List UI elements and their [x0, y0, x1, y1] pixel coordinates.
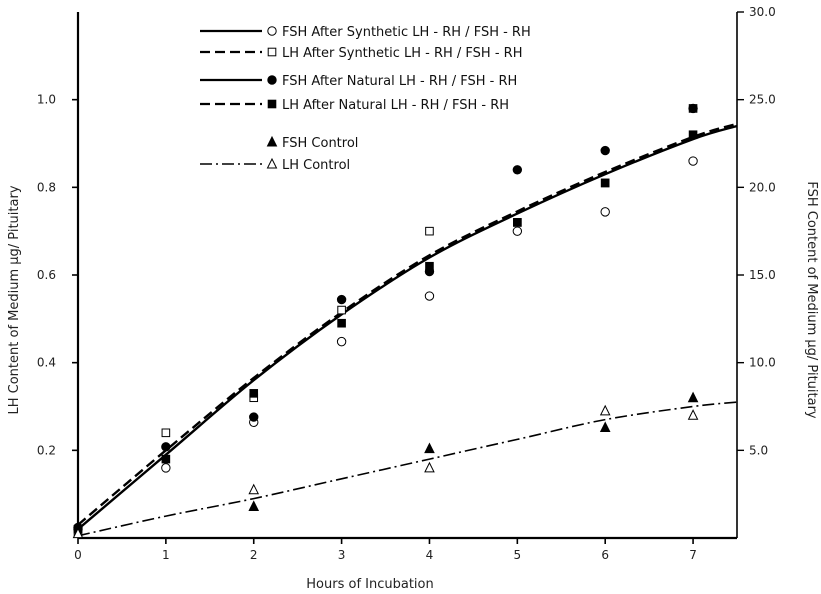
marker-circle-open — [600, 207, 610, 217]
marker-square-filled — [337, 318, 346, 328]
marker-square-filled — [161, 454, 171, 464]
marker-square-filled — [513, 218, 522, 227]
fit-curve-dashdot — [77, 401, 738, 537]
marker-square-filled — [600, 178, 610, 188]
y-right-tick-label: 5.0 — [749, 443, 768, 457]
y-left-tick-label: 0.4 — [37, 356, 56, 370]
marker-triangle-open — [599, 404, 611, 416]
x-axis-title: Hours of Incubation — [306, 577, 433, 592]
marker-triangle-open — [424, 461, 435, 473]
marker-triangle-open — [248, 483, 260, 495]
marker-triangle-open — [687, 409, 699, 420]
marker-triangle-filled — [599, 421, 611, 433]
y-right-tick-label: 20.0 — [749, 180, 776, 194]
y-left-tick-label: 1.0 — [37, 93, 56, 107]
legend-label: FSH After Synthetic LH - RH / FSH - RH — [282, 25, 531, 40]
marker-square-open — [337, 305, 346, 315]
marker-square-filled — [425, 261, 434, 271]
marker-triangle-filled — [248, 500, 260, 511]
y-right-tick-label: 10.0 — [749, 356, 776, 370]
marker-circle-open — [161, 463, 171, 473]
x-tick-label: 6 — [601, 548, 609, 562]
y-left-tick-label: 0.8 — [37, 180, 56, 194]
legend-label: FSH After Natural LH - RH / FSH - RH — [282, 74, 517, 89]
marker-triangle-filled — [266, 135, 278, 147]
fit-curve-solid — [77, 124, 738, 531]
x-tick-label: 7 — [689, 548, 697, 562]
y-right-tick-label: 30.0 — [749, 5, 776, 19]
x-tick-label: 4 — [426, 548, 434, 562]
legend-label: LH Control — [282, 158, 350, 173]
fit-curves — [77, 122, 738, 537]
marker-triangle-filled — [687, 391, 699, 403]
marker-circle-open — [512, 226, 523, 236]
x-tick-label: 2 — [250, 548, 258, 562]
y-right-tick-label: 25.0 — [749, 93, 776, 107]
marker-circle-open — [424, 291, 435, 301]
marker-circle-filled — [600, 145, 610, 156]
marker-square-open — [161, 428, 171, 438]
y-left-tick-label: 0.2 — [37, 443, 56, 457]
legend-label: FSH Control — [282, 136, 358, 151]
marker-square-filled — [249, 389, 259, 398]
marker-circle-filled — [688, 103, 698, 114]
axes: 0 1 2 3 4 5 6 7 0.2 0.4 0.6 0.8 1.0 5.0 10.0 15.0 20.0 25… — [37, 5, 776, 562]
marker-square-open — [425, 226, 434, 236]
marker-circle-filled — [161, 442, 171, 452]
legend-label: LH After Synthetic LH - RH / FSH - RH — [282, 46, 522, 61]
x-tick-label: 5 — [514, 548, 522, 562]
data-markers — [72, 103, 699, 539]
marker-circle-filled — [336, 294, 347, 305]
y-axis-left-title: LH Content of Medium μg/ Pituitary — [7, 185, 22, 414]
marker-circle-open — [688, 156, 698, 166]
marker-circle-open — [336, 336, 347, 347]
y-left-tick-label: 0.6 — [37, 268, 56, 282]
marker-square-filled — [688, 130, 698, 140]
marker-circle-open — [267, 26, 277, 36]
x-tick-label: 1 — [162, 548, 170, 562]
marker-circle-filled — [249, 412, 259, 422]
x-tick-label: 3 — [338, 548, 346, 562]
y-right-tick-label: 15.0 — [749, 268, 776, 282]
legend-label: LH After Natural LH - RH / FSH - RH — [282, 98, 509, 113]
marker-square-open — [267, 47, 277, 57]
fit-curve-dashed — [77, 122, 738, 526]
marker-circle-filled — [267, 75, 277, 85]
x-tick-label: 0 — [74, 548, 82, 562]
marker-triangle-open — [266, 157, 278, 169]
marker-circle-filled — [512, 165, 523, 175]
legend: FSH After Synthetic LH - RH / FSH - RH LH… — [200, 25, 531, 173]
marker-square-filled — [267, 99, 277, 109]
marker-triangle-filled — [424, 442, 435, 454]
marker-triangle-open — [72, 527, 84, 539]
y-axis-right-title: FSH Content of Medium μg/ Pituitary — [804, 181, 819, 419]
